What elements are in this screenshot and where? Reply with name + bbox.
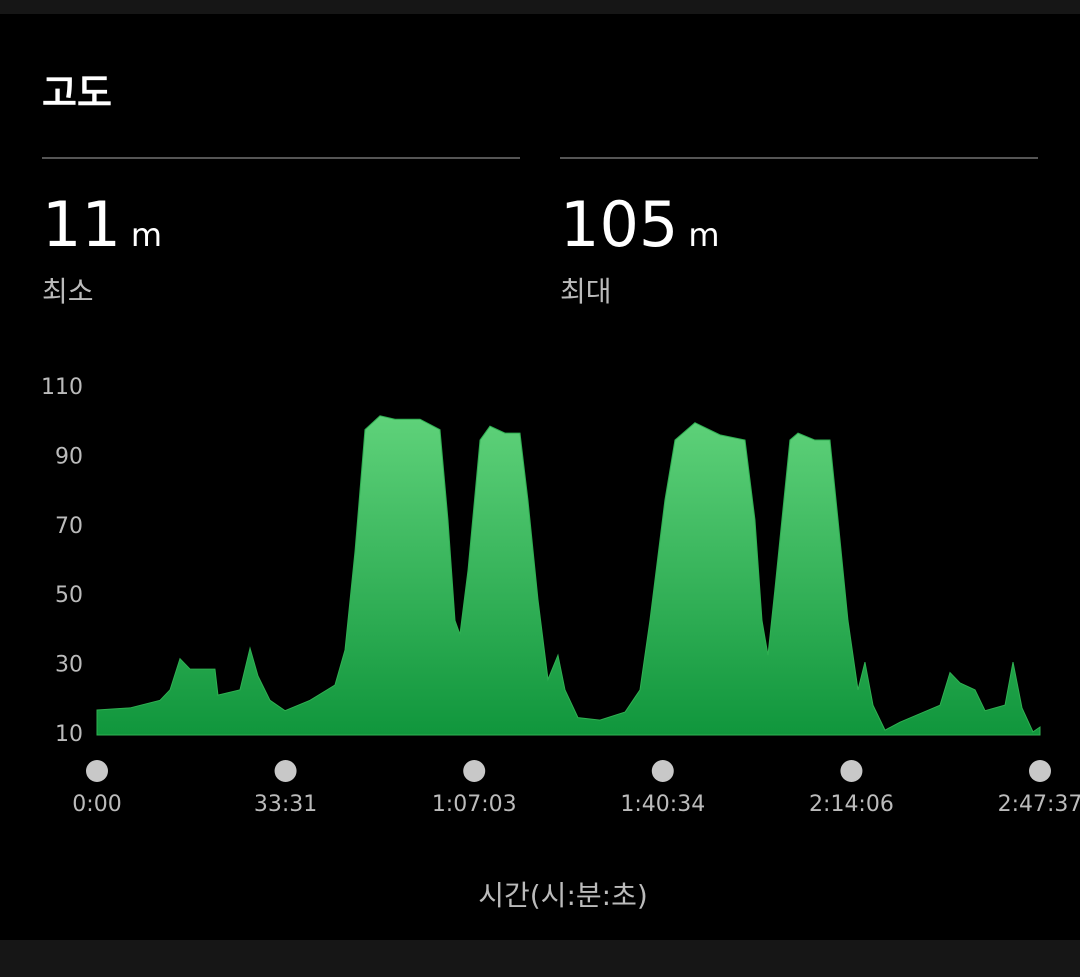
x-tick-label: 1:40:34 bbox=[620, 792, 705, 817]
stat-unit: m bbox=[130, 216, 163, 254]
x-tick-label: 2:47:37 bbox=[998, 792, 1080, 817]
x-axis-title: 시간(시:분:초) bbox=[478, 879, 648, 912]
x-tick-dot bbox=[274, 760, 297, 782]
x-tick-dot bbox=[840, 760, 863, 782]
y-tick-label: 110 bbox=[41, 375, 83, 400]
x-tick-dot bbox=[1029, 760, 1051, 782]
stat-value: 11 bbox=[42, 188, 121, 261]
x-tick-label: 0:00 bbox=[72, 792, 121, 817]
stat-label: 최대 bbox=[560, 275, 612, 308]
title: 고도 bbox=[42, 71, 112, 115]
y-tick-label: 90 bbox=[55, 444, 83, 469]
stat-unit: m bbox=[688, 216, 720, 254]
x-tick-dot bbox=[86, 760, 108, 782]
x-tick-dot bbox=[463, 760, 486, 782]
y-tick-label: 50 bbox=[55, 583, 83, 608]
y-tick-label: 70 bbox=[55, 514, 83, 539]
x-tick-dot bbox=[651, 760, 674, 782]
divider bbox=[42, 157, 520, 159]
x-tick-label: 1:07:03 bbox=[432, 792, 517, 817]
stat: 11 m bbox=[42, 188, 162, 261]
stat-value: 105 bbox=[560, 188, 679, 261]
status-band bbox=[0, 0, 1080, 14]
y-tick-label: 10 bbox=[55, 722, 83, 747]
x-tick-label: 33:31 bbox=[254, 792, 317, 817]
divider bbox=[560, 157, 1038, 159]
elevation-area bbox=[96, 415, 1041, 736]
y-tick-label: 30 bbox=[55, 653, 83, 678]
stat-label: 최소 bbox=[42, 275, 94, 308]
x-tick-label: 2:14:06 bbox=[809, 792, 894, 817]
bottom-band bbox=[0, 940, 1080, 977]
stat: 105 m bbox=[560, 188, 720, 261]
